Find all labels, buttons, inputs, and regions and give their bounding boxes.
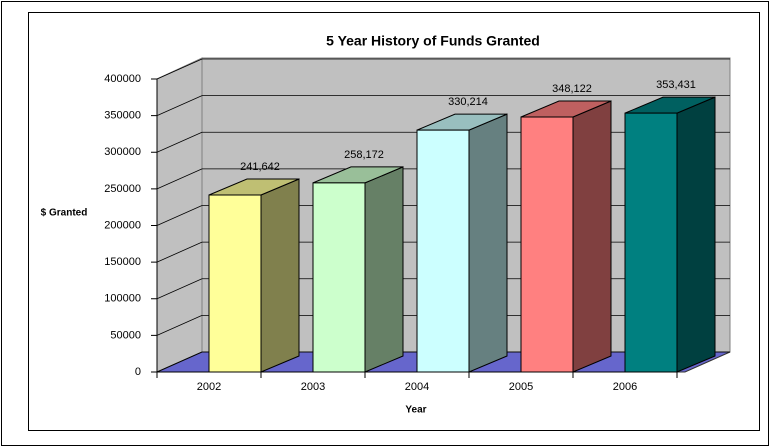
y-tick-label: 300000 bbox=[104, 146, 141, 158]
x-tick-label: 2005 bbox=[509, 381, 533, 393]
y-tick-label: 350000 bbox=[104, 110, 141, 122]
bar bbox=[416, 129, 470, 373]
bar-side bbox=[364, 166, 404, 373]
bar-side bbox=[468, 113, 508, 373]
grid-line bbox=[156, 351, 203, 373]
x-tick-label: 2003 bbox=[301, 381, 325, 393]
y-tick-label: 100000 bbox=[104, 293, 141, 305]
grid-line bbox=[156, 131, 203, 153]
y-tick-label: 50000 bbox=[110, 329, 141, 341]
bar bbox=[520, 116, 574, 373]
grid-line bbox=[156, 58, 203, 80]
grid-line bbox=[156, 95, 203, 116]
x-tick-label: 2004 bbox=[405, 381, 429, 393]
y-tick-label: 250000 bbox=[104, 183, 141, 195]
x-axis-title: Year bbox=[405, 405, 426, 416]
bar-side bbox=[260, 178, 300, 373]
grid-line bbox=[156, 241, 203, 263]
x-tick-label: 2002 bbox=[197, 381, 221, 393]
data-label: 348,122 bbox=[552, 83, 592, 95]
bar bbox=[624, 112, 678, 373]
data-label: 353,431 bbox=[656, 79, 696, 91]
data-label: 258,172 bbox=[344, 149, 384, 161]
y-tick-label: 200000 bbox=[104, 219, 141, 231]
data-label: 241,642 bbox=[240, 161, 280, 173]
bar bbox=[208, 194, 262, 373]
grid-line bbox=[156, 205, 203, 226]
side-wall bbox=[156, 57, 203, 373]
y-tick-label: 0 bbox=[135, 366, 141, 378]
bar-side bbox=[676, 96, 716, 373]
y-tick-label: 400000 bbox=[104, 73, 141, 85]
data-label: 330,214 bbox=[448, 96, 488, 108]
grid-line bbox=[156, 315, 203, 336]
chart-title: 5 Year History of Funds Granted bbox=[326, 33, 540, 49]
grid-line bbox=[156, 168, 203, 190]
bar bbox=[312, 182, 366, 373]
x-tick-label: 2006 bbox=[613, 381, 637, 393]
chart-area bbox=[28, 12, 760, 431]
grid-line bbox=[156, 278, 203, 300]
bar-side bbox=[572, 100, 612, 373]
y-axis-title: $ Granted bbox=[41, 208, 88, 219]
y-tick-label: 150000 bbox=[104, 256, 141, 268]
